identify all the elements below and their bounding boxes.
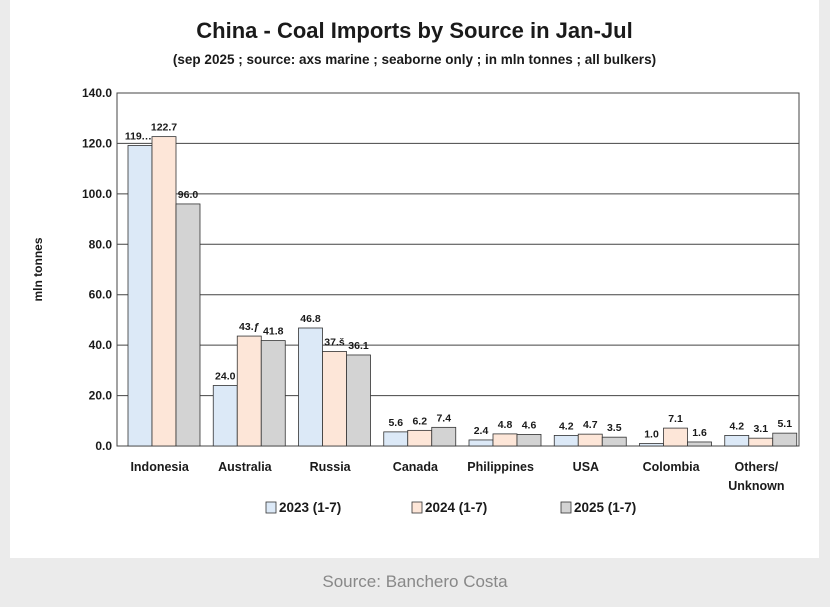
bar xyxy=(516,434,542,447)
bar xyxy=(577,433,603,447)
data-label: 6.2 xyxy=(412,415,427,427)
bar xyxy=(431,426,457,447)
data-label: 36.1 xyxy=(348,340,369,352)
data-label: 3.5 xyxy=(607,422,622,434)
data-label: 1.6 xyxy=(692,427,707,439)
plot-area xyxy=(116,92,800,447)
y-tick-label: 20.0 xyxy=(89,389,113,403)
x-tick-label: Colombia xyxy=(643,460,701,474)
bar xyxy=(346,354,371,447)
y-tick-label: 0.0 xyxy=(95,439,112,453)
bar xyxy=(601,436,627,447)
x-tick-label: Others/ xyxy=(734,460,778,474)
data-label: 4.8 xyxy=(498,419,513,431)
x-tick-label: Canada xyxy=(393,460,439,474)
bar xyxy=(383,431,409,447)
image-caption: Source: Banchero Costa xyxy=(322,572,508,591)
legend-swatch xyxy=(265,501,277,514)
data-label: 24.0 xyxy=(215,370,236,382)
data-label: 96.0 xyxy=(178,189,199,201)
bar xyxy=(639,443,664,447)
bar xyxy=(468,439,494,447)
legend-swatch xyxy=(560,501,572,514)
legend-label: 2024 (1-7) xyxy=(425,500,487,515)
x-tick-label: Unknown xyxy=(728,479,784,493)
data-label: 7.4 xyxy=(436,412,451,424)
bar xyxy=(212,385,238,447)
bar xyxy=(298,327,323,447)
bar xyxy=(772,432,798,447)
bar xyxy=(322,351,347,447)
bar-chart: 0.0 20.0 40.0 60.0 80.0 100.0 120.0 140.0 mln to… xyxy=(31,86,800,515)
data-label: 4.2 xyxy=(559,420,574,432)
data-label: 2.4 xyxy=(474,425,489,437)
bar xyxy=(724,435,750,447)
data-label: 5.6 xyxy=(388,417,403,429)
data-label: 5.1 xyxy=(777,418,792,430)
data-label: 4.7 xyxy=(583,419,598,431)
y-axis-label: mln tonnes xyxy=(31,237,45,301)
data-label: 46.8 xyxy=(300,313,321,325)
y-tick-label: 40.0 xyxy=(89,338,113,352)
y-tick-label: 60.0 xyxy=(89,288,113,302)
data-label: 7.1 xyxy=(668,413,683,425)
y-tick-label: 80.0 xyxy=(89,237,113,251)
bar xyxy=(492,433,518,447)
x-tick-label: Philippines xyxy=(467,460,534,474)
y-tick-label: 100.0 xyxy=(82,187,112,201)
x-tick-label: USA xyxy=(573,460,599,474)
data-label: 119.… xyxy=(125,130,155,142)
x-tick-label: Russia xyxy=(310,460,352,474)
data-label: 43.ƒ xyxy=(239,321,260,333)
legend-label: 2025 (1-7) xyxy=(574,500,636,515)
x-tick-label: Australia xyxy=(218,460,273,474)
bar xyxy=(748,437,774,447)
chart-card: China - Coal Imports by Source in Jan-Ju… xyxy=(10,0,819,558)
data-label: 4.2 xyxy=(729,420,744,432)
y-tick-label: 140.0 xyxy=(82,86,112,100)
bar xyxy=(236,335,262,447)
bar xyxy=(127,145,153,447)
bar xyxy=(663,427,688,447)
bar xyxy=(687,441,712,447)
legend-swatch xyxy=(411,501,423,514)
x-tick-label: Indonesia xyxy=(130,460,189,474)
chart-subtitle: (sep 2025 ; source: axs marine ; seaborn… xyxy=(172,52,657,67)
bar xyxy=(553,435,579,447)
data-label: 3.1 xyxy=(753,423,768,435)
y-tick-label: 120.0 xyxy=(82,136,112,150)
data-label: 41.8 xyxy=(263,326,284,338)
data-label: 37.š xyxy=(324,336,345,348)
data-label: 4.6 xyxy=(522,419,537,431)
bar xyxy=(175,203,201,447)
chart-title: China - Coal Imports by Source in Jan-Ju… xyxy=(196,18,633,43)
bar xyxy=(151,136,177,447)
bar xyxy=(407,429,433,447)
legend-label: 2023 (1-7) xyxy=(279,500,341,515)
bar xyxy=(260,340,286,447)
data-label: 1.0 xyxy=(644,428,659,440)
data-label: 122.7 xyxy=(151,122,177,134)
